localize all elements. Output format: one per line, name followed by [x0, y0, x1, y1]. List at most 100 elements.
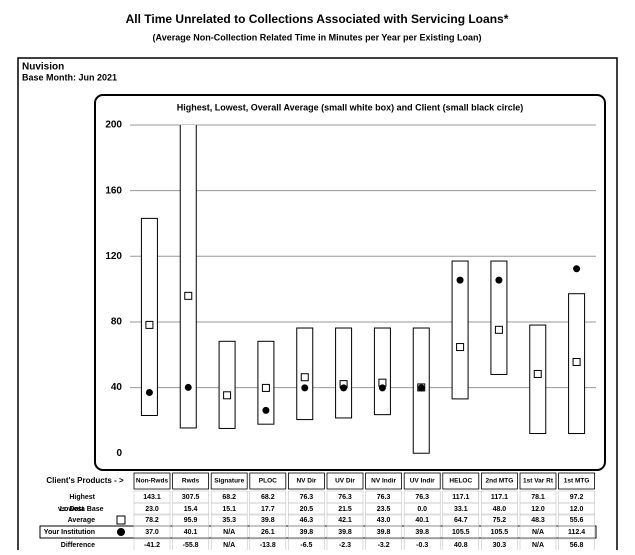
row-label: Your Institution: [44, 529, 95, 536]
table-value: 39.8: [261, 517, 275, 524]
table-value: N/A: [532, 542, 544, 549]
category-label: Non-Rwds: [136, 478, 169, 485]
page-title: All Time Unrelated to Collections Associ…: [126, 12, 509, 26]
y-tick-label: 80: [111, 317, 123, 328]
table-value: 143.1: [143, 494, 161, 501]
table-value: 12.0: [570, 506, 584, 513]
cell-border: [210, 502, 248, 516]
table-value: 97.2: [570, 494, 584, 501]
table-value: 76.3: [300, 494, 314, 501]
client-legend-marker: [117, 528, 125, 536]
cell-border: [288, 525, 325, 539]
y-tick-label: 40: [111, 382, 123, 393]
table-value: -41.2: [144, 542, 160, 549]
range-bar: [529, 324, 547, 435]
table-value: 43.0: [377, 517, 391, 524]
chart-title: Highest, Lowest, Overall Average (small …: [177, 102, 523, 112]
header-cell: [442, 472, 480, 490]
y-tick-label: 200: [105, 120, 122, 131]
average-marker: [184, 291, 193, 300]
table-value: 23.5: [377, 506, 391, 513]
average-legend-marker: [116, 515, 126, 525]
category-label: 1st MTG: [564, 478, 590, 485]
average-marker: [533, 369, 542, 378]
table-value: 117.1: [491, 494, 508, 501]
table-value: 112.4: [568, 529, 585, 536]
table-value: -13.8: [260, 542, 276, 549]
header-cell: [249, 472, 287, 490]
client-marker: [378, 384, 386, 392]
cell-border: [519, 502, 557, 516]
cell-border: [442, 525, 480, 539]
average-marker: [223, 391, 232, 400]
range-bar: [490, 260, 508, 375]
base-month: Base Month: Jun 2021: [22, 72, 117, 82]
cell-border: [133, 525, 171, 539]
header-cell: [558, 472, 595, 490]
table-value: 21.5: [338, 506, 352, 513]
client-marker: [184, 383, 192, 391]
cell-border: [326, 502, 364, 516]
table-value: 78.1: [531, 494, 545, 501]
table-value: 117.1: [452, 494, 469, 501]
header-cell: [210, 472, 248, 490]
page-subtitle: (Average Non-Collection Related Time in …: [153, 32, 482, 42]
range-bar: [140, 217, 158, 416]
cell-border: [133, 502, 171, 516]
cell-border: [172, 502, 209, 516]
table-value: 42.1: [338, 517, 352, 524]
header-cell: [365, 472, 403, 490]
cell-border: [326, 525, 364, 539]
cell-border: [288, 502, 325, 516]
table-value: 105.5: [491, 529, 509, 536]
table-value: 307.5: [182, 494, 200, 501]
cell-border: [558, 525, 595, 539]
cell-border: [365, 525, 402, 539]
client-marker: [573, 265, 581, 273]
client-marker: [417, 384, 425, 392]
header-cell: [133, 472, 171, 490]
table-value: 48.3: [531, 517, 545, 524]
table-value: 48.0: [493, 506, 507, 513]
cell-border: [249, 525, 287, 539]
table-value: N/A: [223, 529, 235, 536]
table-value: 76.3: [338, 494, 352, 501]
category-label: NV Dir: [296, 478, 316, 485]
table-value: N/A: [532, 529, 544, 536]
category-label: 2nd MTG: [485, 478, 513, 485]
table-value: -0.3: [416, 542, 428, 549]
cell-border: [442, 502, 480, 516]
table-value: 0.0: [417, 506, 427, 513]
client-marker: [262, 406, 270, 414]
range-bar: [451, 260, 469, 400]
table-value: 64.7: [454, 517, 468, 524]
table-value: 95.9: [184, 517, 198, 524]
table-value: -6.5: [300, 542, 312, 549]
header-cell: [403, 472, 441, 490]
range-bar: [218, 340, 236, 429]
cell-border: [249, 502, 287, 516]
table-value: 68.2: [222, 494, 236, 501]
chart-frame: [94, 94, 606, 471]
table-value: 15.4: [184, 506, 198, 513]
average-marker: [261, 383, 270, 392]
table-value: 40.1: [415, 517, 429, 524]
average-marker: [572, 357, 581, 366]
cell-border: [403, 525, 441, 539]
row-label: Highest: [69, 494, 95, 501]
range-bar: [335, 327, 353, 419]
category-label: UV Dir: [335, 478, 355, 485]
row-label: Lowest: [60, 506, 85, 513]
cell-border: [403, 502, 441, 516]
table-value: 17.7: [261, 506, 275, 513]
institution: Nuvision: [22, 62, 64, 73]
table-value: 12.0: [531, 506, 545, 513]
table-value: -55.8: [183, 542, 199, 549]
table-value: 39.8: [300, 529, 314, 536]
cell-border: [558, 502, 595, 516]
table-value: 55.6: [570, 517, 584, 524]
table-value: 56.8: [570, 542, 584, 549]
client-marker: [495, 276, 503, 284]
table-value: N/A: [223, 542, 235, 549]
